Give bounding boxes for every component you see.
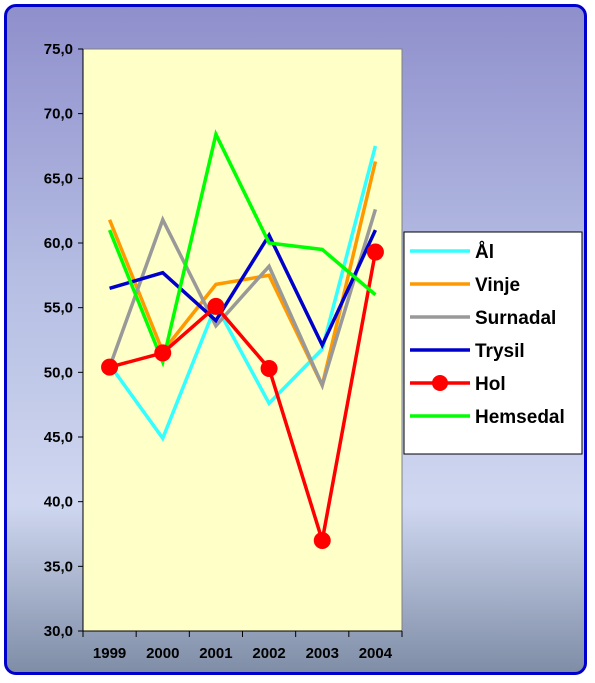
x-tick-label: 1999 [93,645,126,662]
y-tick-label: 75,0 [44,41,73,58]
x-tick-label: 2000 [146,645,179,662]
y-tick-label: 50,0 [44,364,73,381]
legend-marker-hol [432,375,448,391]
y-tick-label: 65,0 [44,170,73,187]
series-line-hemsedal [107,129,377,368]
series-point-hol [207,297,225,315]
legend-label-hemsedal: Hemsedal [475,407,565,428]
chart-frame: 30,0 35,0 40,0 45,0 50,0 55,0 60,0 65,0 70,0 75,0… [4,4,587,675]
legend-label-vinje: Vinje [475,275,520,296]
series-point-hol [154,344,172,362]
y-tick-label: 30,0 [44,623,73,640]
legend-label-surnadal: Surnadal [475,308,556,329]
legend-label-al: Ål [475,242,494,263]
series-line-surnadal [107,208,378,391]
y-tick-label: 40,0 [44,494,73,511]
legend-label-trysil: Trysil [475,341,525,362]
x-tick-label: 2002 [252,645,285,662]
legend-label-hol: Hol [475,374,506,395]
line-chart: 30,0 35,0 40,0 45,0 50,0 55,0 60,0 65,0 70,0 75,0… [44,41,583,662]
series-line-al [108,145,378,442]
x-tick-label: 2003 [306,645,339,662]
series-point-hol [260,359,278,377]
y-tick-label: 55,0 [44,300,73,317]
series-line-trysil [109,229,378,350]
y-tick-label: 60,0 [44,235,73,252]
series-point-hol [313,531,331,549]
y-tick-label: 35,0 [44,558,73,575]
series-line-hol [109,251,378,541]
x-tick-label: 2001 [199,645,232,662]
y-tick-label: 45,0 [44,429,73,446]
y-tick-label: 70,0 [44,106,73,123]
series-point-hol [366,243,384,261]
series-point-hol [101,358,119,376]
x-tick-label: 2004 [359,645,393,662]
